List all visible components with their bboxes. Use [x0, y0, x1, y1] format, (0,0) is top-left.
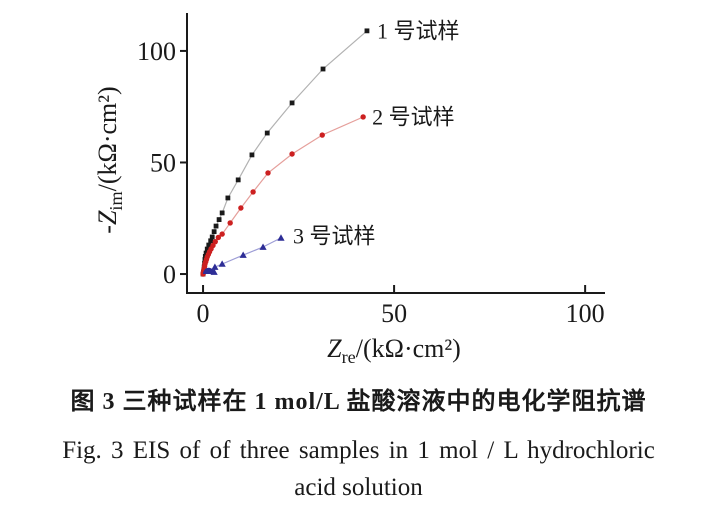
series-label: 2 号试样 — [372, 105, 455, 130]
figure-caption-en-line1: Fig. 3 EIS of of three samples in 1 mol … — [62, 437, 655, 464]
data-point-square — [216, 217, 222, 222]
series-label: 3 号试样 — [293, 223, 376, 248]
data-point-square — [289, 100, 295, 106]
data-point-triangle — [211, 263, 219, 270]
axis-label-part: Z — [327, 334, 342, 363]
data-point-circle — [219, 231, 225, 237]
data-point-square — [213, 223, 219, 229]
data-point-circle — [227, 220, 233, 226]
data-point-circle — [215, 234, 222, 241]
data-point-square — [235, 177, 241, 183]
figure-caption-en-line2: acid solution — [294, 474, 423, 501]
data-point-triangle — [218, 260, 226, 267]
data-point-square — [219, 210, 225, 216]
data-point-triangle — [259, 243, 267, 250]
axis-label-part: Z — [93, 210, 122, 225]
axis-label-part: /(kΩ·cm²) — [93, 86, 122, 191]
figure-caption-zh: 图 3 三种试样在 1 mol/L 盐酸溶液中的电化学阻抗谱 — [70, 389, 647, 415]
data-point-circle — [289, 151, 295, 157]
data-point-square — [209, 234, 215, 240]
series-3: 3 号试样 — [203, 223, 376, 275]
x-tick-label: 100 — [566, 299, 605, 328]
high-frequency-arc — [203, 267, 215, 274]
data-point-circle — [250, 189, 256, 195]
data-point-square — [211, 229, 217, 235]
data-point-square — [264, 130, 270, 136]
axis-label-part: - — [93, 225, 122, 234]
series-label: 1 号试样 — [377, 18, 460, 43]
data-point-circle — [265, 170, 271, 176]
axis-label-part: im — [106, 191, 126, 210]
data-point-square — [249, 152, 255, 158]
data-point-circle — [360, 114, 366, 120]
y-axis-title: -Zim/(kΩ·cm²) — [93, 86, 126, 233]
data-point-square — [225, 195, 231, 201]
axis-label-part: re — [342, 347, 356, 367]
data-point-triangle — [277, 234, 285, 241]
x-tick-label: 50 — [381, 299, 407, 328]
series-line — [202, 116, 364, 275]
data-point-square — [206, 242, 212, 248]
x-axis-title: Zre/(kΩ·cm²) — [327, 334, 461, 367]
series-line — [213, 237, 282, 273]
data-point-square — [208, 238, 214, 244]
data-point-circle — [319, 132, 325, 138]
data-point-square — [364, 28, 370, 34]
data-point-circle — [238, 205, 244, 211]
data-point-square — [204, 246, 210, 252]
series-2: 2 号试样 — [200, 105, 455, 277]
y-tick-label: 0 — [163, 260, 176, 289]
data-point-triangle — [210, 268, 218, 275]
data-point-circle — [212, 238, 218, 245]
y-tick-label: 100 — [137, 37, 176, 66]
axis-label-part: /(kΩ·cm²) — [356, 334, 461, 363]
x-tick-label: 0 — [197, 299, 210, 328]
data-point-triangle — [239, 251, 247, 258]
y-tick-label: 50 — [150, 148, 176, 177]
data-point-square — [320, 66, 326, 72]
